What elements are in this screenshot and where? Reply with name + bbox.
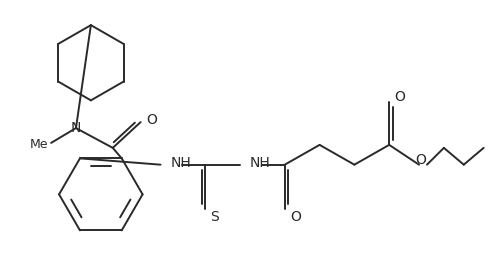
Text: NH: NH	[171, 156, 191, 170]
Text: Me: Me	[30, 138, 48, 151]
Text: O: O	[394, 90, 405, 104]
Text: S: S	[210, 210, 219, 224]
Text: O: O	[416, 153, 426, 167]
Text: O: O	[146, 113, 157, 127]
Text: NH: NH	[250, 156, 271, 170]
Text: N: N	[71, 121, 81, 135]
Text: O: O	[290, 210, 301, 224]
